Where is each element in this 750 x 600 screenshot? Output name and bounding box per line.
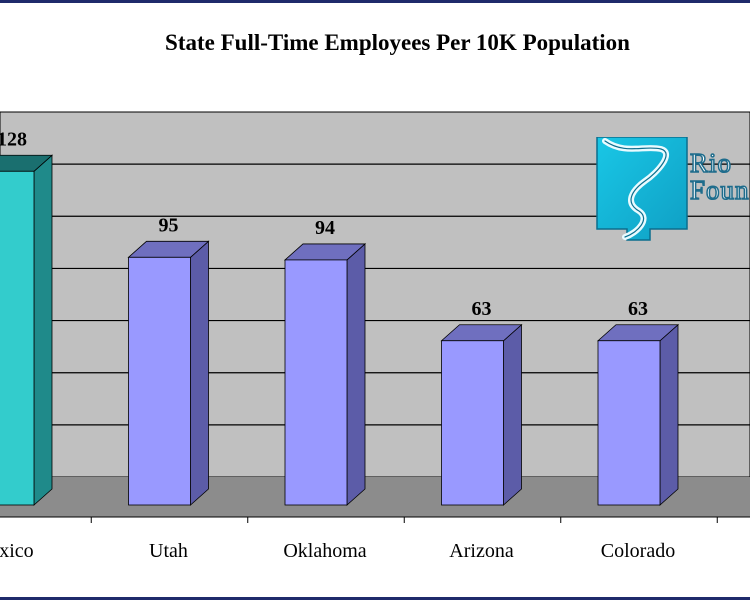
data-label: 128: [0, 128, 27, 150]
chart-title: State Full-Time Employees Per 10K Popula…: [165, 30, 630, 55]
bar: [284, 259, 348, 506]
category-label: Colorado: [601, 540, 675, 562]
data-label: 95: [159, 214, 179, 236]
bar: [597, 340, 661, 506]
bar: [128, 256, 191, 506]
river-logo-icon: [596, 137, 688, 241]
bar: [441, 340, 504, 506]
bar-side: [33, 154, 53, 506]
data-label: 94: [315, 217, 335, 239]
data-label: 63: [628, 298, 648, 320]
bar: [0, 170, 35, 506]
logo-text-line1: Rio: [689, 147, 733, 179]
rio-grande-foundation-logo: [595, 137, 750, 245]
category-label: Oklahoma: [283, 540, 366, 562]
logo-text-line2: Foun: [689, 174, 750, 206]
bar-side: [659, 323, 679, 506]
data-label: 63: [472, 298, 492, 320]
bar-side: [346, 243, 366, 506]
category-label: Arizona: [449, 540, 514, 562]
category-label: exico: [0, 540, 34, 562]
bar-side: [190, 240, 209, 506]
bar-side: [503, 323, 522, 506]
category-label: Utah: [149, 540, 188, 562]
